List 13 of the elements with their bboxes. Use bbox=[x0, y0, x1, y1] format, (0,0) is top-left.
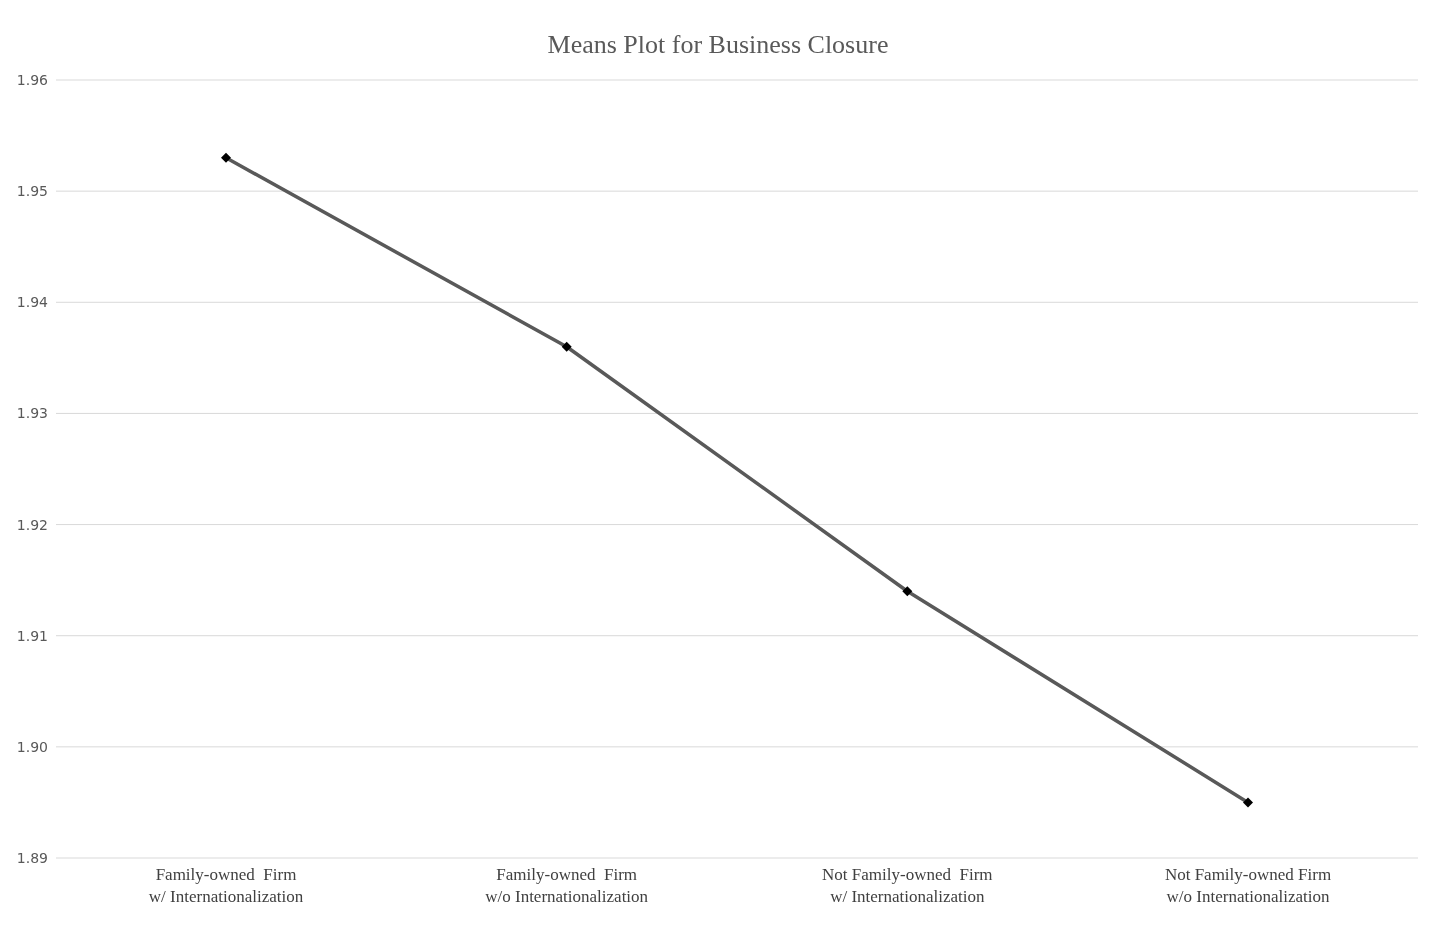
y-tick-label: 1.94 bbox=[16, 294, 49, 311]
y-tick-label: 1.92 bbox=[16, 516, 48, 533]
y-tick-label: 1.91 bbox=[16, 627, 48, 644]
x-tick-label: Family-owned Firm w/o Internationalization bbox=[485, 865, 649, 906]
y-tick-label: 1.89 bbox=[16, 849, 48, 866]
x-tick-label: Not Family-owned Firm w/ Internationalization bbox=[822, 865, 993, 906]
y-tick-label: 1.93 bbox=[16, 405, 48, 422]
chart-title: Means Plot for Business Closure bbox=[546, 30, 890, 60]
y-tick-label: 1.90 bbox=[16, 738, 48, 755]
y-tick-label: 1.96 bbox=[16, 71, 49, 88]
x-tick-label: Not Family-owned Firm w/o Internationalization bbox=[1164, 865, 1332, 906]
y-tick-label: 1.95 bbox=[16, 183, 48, 200]
x-tick-label: Family-owned Firm w/ Internationalization bbox=[148, 865, 304, 906]
